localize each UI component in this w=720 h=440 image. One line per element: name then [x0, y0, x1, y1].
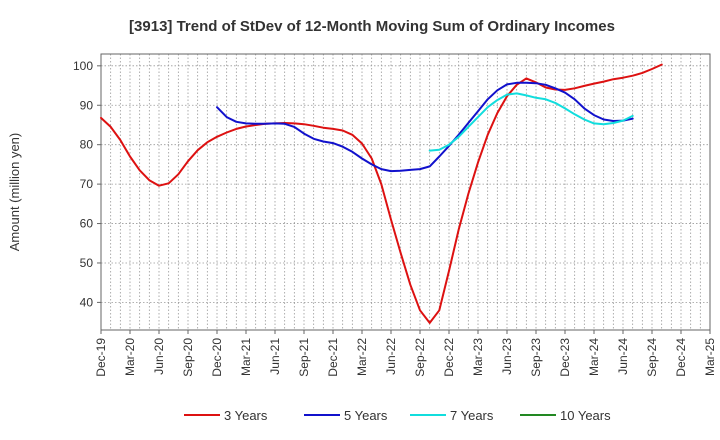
- y-axis-label: Amount (million yen): [7, 133, 22, 252]
- x-tick-label: Jun-20: [152, 338, 166, 375]
- x-tick-label: Mar-20: [123, 338, 137, 376]
- x-tick-label: Dec-20: [210, 338, 224, 377]
- y-tick-label: 50: [80, 256, 94, 270]
- y-tick-label: 40: [80, 295, 94, 309]
- x-tick-label: Mar-24: [587, 338, 601, 376]
- x-tick-label: Sep-21: [297, 338, 311, 377]
- series-line-7-years: [428, 92, 634, 152]
- x-tick-label: Dec-24: [674, 338, 688, 377]
- x-tick-label: Sep-23: [529, 338, 543, 377]
- chart-title: [3913] Trend of StDev of 12-Month Moving…: [129, 18, 615, 35]
- y-tick-label: 90: [80, 98, 94, 112]
- legend-label: 5 Years: [344, 408, 388, 423]
- legend-label: 10 Years: [560, 408, 611, 423]
- x-tick-label: Jun-24: [616, 338, 630, 375]
- x-tick-label: Sep-20: [181, 338, 195, 377]
- legend-label: 3 Years: [224, 408, 268, 423]
- series-line-3-years: [100, 63, 663, 324]
- y-axis-ticks: 40 50 60 70 80 90 100: [73, 59, 101, 309]
- x-tick-label: Dec-21: [326, 338, 340, 377]
- y-tick-label: 60: [80, 217, 94, 231]
- x-tick-label: Dec-22: [442, 338, 456, 377]
- x-tick-label: Jun-22: [384, 338, 398, 375]
- legend-label: 7 Years: [450, 408, 494, 423]
- y-tick-label: 100: [73, 59, 93, 73]
- x-tick-label: Mar-23: [471, 338, 485, 376]
- x-tick-label: Dec-23: [558, 338, 572, 377]
- x-axis-ticks: Dec-19 Mar-20 Jun-20 Sep-20 Dec-20 Mar-21 Jun-…: [94, 330, 717, 377]
- x-tick-label: Mar-25: [703, 338, 717, 376]
- grid: [101, 54, 710, 330]
- series-group: [100, 63, 663, 324]
- x-tick-label: Dec-19: [94, 338, 108, 377]
- series-line-5-years: [216, 81, 634, 173]
- x-tick-label: Mar-21: [239, 338, 253, 376]
- y-tick-label: 80: [80, 138, 94, 152]
- x-tick-label: Sep-24: [645, 338, 659, 377]
- x-tick-label: Sep-22: [413, 338, 427, 377]
- x-tick-label: Mar-22: [355, 338, 369, 376]
- plot-frame: [100, 53, 711, 331]
- y-tick-label: 70: [80, 177, 94, 191]
- x-tick-label: Jun-23: [500, 338, 514, 375]
- legend: 3 Years 5 Years 7 Years 10 Years: [184, 408, 611, 423]
- x-tick-label: Jun-21: [268, 338, 282, 375]
